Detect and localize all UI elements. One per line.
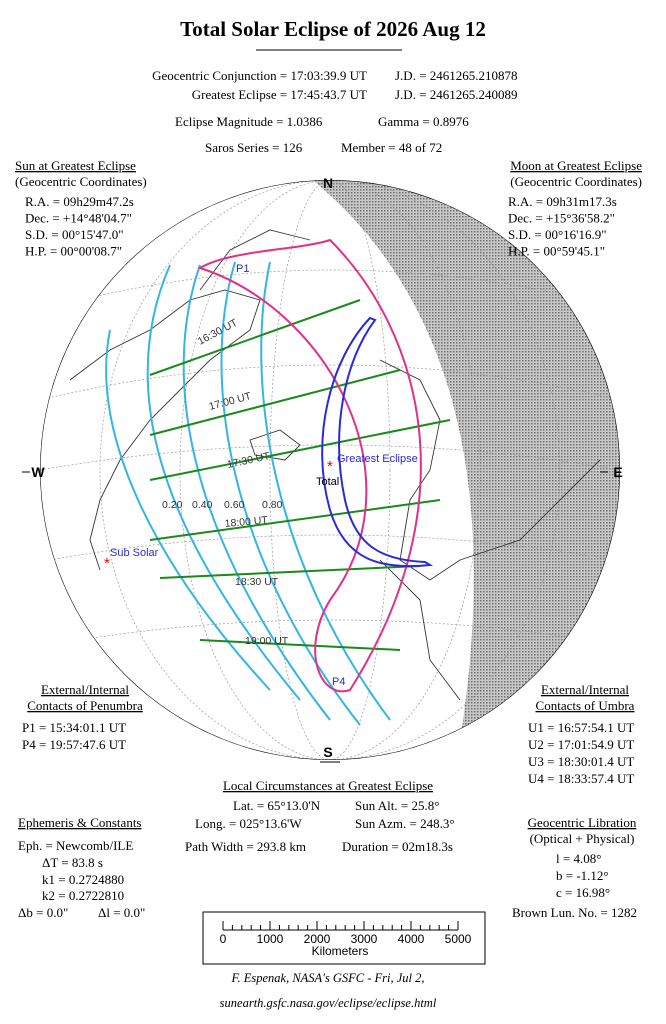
sun-line: Dec. = +14°48'04.7" xyxy=(25,211,132,226)
title: Total Solar Eclipse of 2026 Aug 12 xyxy=(180,17,486,41)
header-line: Eclipse Magnitude = 1.0386 xyxy=(175,114,323,129)
time-lines xyxy=(149,299,451,651)
local-line: Path Width = 293.8 km xyxy=(185,839,306,854)
header-line: Geocentric Conjunction = 17:03:39.9 UT xyxy=(152,68,367,83)
map-label: P1 xyxy=(236,263,249,275)
penumbra-line: P1 = 15:34:01.1 UT xyxy=(22,720,126,735)
sun-line: R.A. = 09h29m47.2s xyxy=(25,194,134,209)
map-label: Total xyxy=(316,476,339,488)
moon-line: Dec. = +15°36'58.2" xyxy=(508,211,615,226)
ephemeris-line: k2 = 0.2722810 xyxy=(42,888,124,903)
block-title: Local Circumstances at Greatest Eclipse xyxy=(223,778,433,793)
local-line: Duration = 02m18.3s xyxy=(342,839,453,854)
block-subtitle: (Optical + Physical) xyxy=(530,831,635,846)
scale-tick-label: 0 xyxy=(220,932,227,946)
map-label: Sub Solar xyxy=(110,547,159,559)
libration-line: b = -1.12° xyxy=(556,868,609,883)
sun-line: H.P. = 00°00'08.7" xyxy=(25,244,122,259)
block-subtitle: (Geocentric Coordinates) xyxy=(15,174,147,189)
libration-line: c = 16.98° xyxy=(556,885,610,900)
block-title: Moon at Greatest Eclipse xyxy=(510,158,642,173)
local-line: Lat. = 65°13.0'N xyxy=(233,798,321,813)
magnitude-label: 0.80 xyxy=(262,499,283,511)
umbra-line: U4 = 18:33:57.4 UT xyxy=(528,771,634,786)
block-title: Sun at Greatest Eclipse xyxy=(15,158,136,173)
header-line: Member = 48 of 72 xyxy=(341,140,442,155)
penumbra-line: P4 = 19:57:47.6 UT xyxy=(22,737,126,752)
block-title: Ephemeris & Constants xyxy=(18,815,142,830)
scale: 0 1000 2000 3000 4000 5000 xyxy=(220,921,472,946)
libration-line: Brown Lun. No. = 1282 xyxy=(512,905,637,920)
ephemeris-line: Eph. = Newcomb/ILE xyxy=(18,838,133,853)
compass: E xyxy=(613,464,622,480)
header-line: J.D. = 2461265.240089 xyxy=(395,87,518,102)
header-line: Saros Series = 126 xyxy=(205,140,303,155)
moon-line: H.P. = 00°59'45.1" xyxy=(508,244,605,259)
greatest-eclipse-marker: * xyxy=(327,458,333,475)
umbra-line: U3 = 18:30:01.4 UT xyxy=(528,754,634,769)
penumbra-lines: P1 = 15:34:01.1 UT P4 = 19:57:47.6 UT xyxy=(22,720,126,752)
time-label: 18:00 UT xyxy=(224,514,269,530)
header-line: J.D. = 2461265.210878 xyxy=(395,68,518,83)
sun-lines: R.A. = 09h29m47.2s Dec. = +14°48'04.7"S.D… xyxy=(25,194,134,259)
map-label: P4 xyxy=(332,676,345,688)
ephemeris-line: Δb = 0.0" xyxy=(18,905,68,920)
compass: N xyxy=(323,175,333,191)
local-line: Sun Azm. = 248.3° xyxy=(355,816,455,831)
moon-line: R.A. = 09h31m17.3s xyxy=(508,194,617,209)
umbra-line: U2 = 17:01:54.9 UT xyxy=(528,737,634,752)
umbra-lines: U1 = 16:57:54.1 UT U2 = 17:01:54.9 UT U3 =… xyxy=(528,720,634,786)
magnitude-label: 0.40 xyxy=(192,499,213,511)
compass: W xyxy=(31,464,45,480)
block-title: Geocentric Libration xyxy=(528,815,637,830)
umbra-line: U1 = 16:57:54.1 UT xyxy=(528,720,634,735)
scale-tick-label: 4000 xyxy=(398,932,425,946)
magnitude-label: 0.60 xyxy=(224,499,245,511)
scale-label: Kilometers xyxy=(312,944,369,958)
compass: S xyxy=(323,744,332,760)
block-title: External/Internal xyxy=(41,682,129,697)
header-line: Gamma = 0.8976 xyxy=(378,114,469,129)
block-title: Contacts of Umbra xyxy=(536,698,635,713)
moon-line: S.D. = 00°16'16.9" xyxy=(508,227,607,242)
footer: sunearth.gsfc.nasa.gov/eclipse/eclipse.h… xyxy=(220,996,437,1010)
magnitude-label: 0.20 xyxy=(162,499,183,511)
sub-solar-marker: * xyxy=(104,555,110,572)
scale-box xyxy=(202,911,486,965)
night-side xyxy=(300,180,620,760)
map-label: Greatest Eclipse xyxy=(337,453,418,465)
penumbra-limits xyxy=(197,238,422,693)
time-label: 18:30 UT xyxy=(235,576,279,588)
header-line: Greatest Eclipse = 17:45:43.7 UT xyxy=(192,87,367,102)
ephemeris-line: ΔT = 83.8 s xyxy=(42,855,103,870)
ephemeris-line: k1 = 0.2724880 xyxy=(42,872,124,887)
scale-tick-label: 3000 xyxy=(351,932,378,946)
scale-tick-label: 1000 xyxy=(257,932,284,946)
globe xyxy=(40,180,620,760)
block-subtitle: (Geocentric Coordinates) xyxy=(510,174,642,189)
ephemeris-line: Δl = 0.0" xyxy=(98,905,145,920)
time-label: 19:00 UT xyxy=(245,635,289,647)
scale-tick-label: 2000 xyxy=(304,932,331,946)
graticule xyxy=(40,180,620,760)
magnitude-curves xyxy=(105,261,391,726)
block-title: Contacts of Penumbra xyxy=(27,698,143,713)
umbral-path xyxy=(321,316,434,568)
sun-line: S.D. = 00°15'47.0" xyxy=(25,227,124,242)
libration-line: l = 4.08° xyxy=(556,851,601,866)
moon-lines: R.A. = 09h31m17.3s Dec. = +15°36'58.2"S.D… xyxy=(508,194,617,259)
local-line: Long. = 025°13.6'W xyxy=(195,816,302,831)
scale-tick-label: 5000 xyxy=(445,932,472,946)
footer: F. Espenak, NASA's GSFC - Fri, Jul 2, xyxy=(230,971,424,985)
magnitude-labels: 0.20 0.40 0.60 0.80 xyxy=(162,499,283,511)
block-title: External/Internal xyxy=(541,682,629,697)
local-line: Sun Alt. = 25.8° xyxy=(355,798,439,813)
